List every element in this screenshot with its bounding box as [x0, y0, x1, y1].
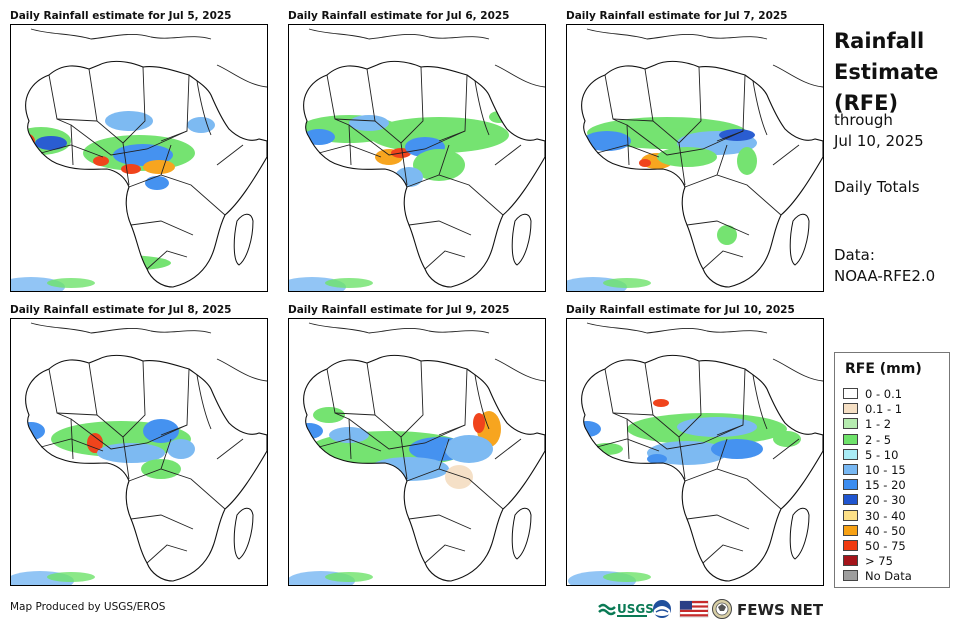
legend-swatch [843, 494, 858, 506]
legend-label: 20 - 30 [865, 493, 906, 508]
legend-label: No Data [865, 569, 912, 584]
data-label: Data: [834, 246, 875, 264]
legend-title: RFE (mm) [845, 361, 922, 377]
legend-label: 30 - 40 [865, 508, 906, 523]
fewsnet-logo: FEWS NET [737, 601, 823, 619]
end-date: Jul 10, 2025 [834, 132, 924, 150]
noaa-logo [653, 600, 671, 618]
legend-label: 5 - 10 [865, 447, 899, 462]
title-line: Estimate [834, 60, 939, 84]
panel-title: Daily Rainfall estimate for Jul 9, 2025 [288, 304, 510, 316]
legend-label: 15 - 20 [865, 478, 906, 493]
panel-title: Daily Rainfall estimate for Jul 6, 2025 [288, 10, 510, 22]
map-credit: Map Produced by USGS/EROS [10, 601, 166, 613]
legend-swatch [843, 509, 858, 521]
rainfall-map [288, 318, 546, 586]
legend-swatch [843, 524, 858, 536]
legend-swatch [843, 464, 858, 475]
legend-swatch [843, 403, 858, 415]
panel-title: Daily Rainfall estimate for Jul 8, 2025 [10, 304, 232, 316]
legend-label: 1 - 2 [865, 417, 892, 432]
product-title: Rainfall Estimate (RFE) [834, 26, 938, 119]
legend-swatch [843, 540, 858, 551]
legend-swatch [843, 479, 858, 491]
rainfall-map [566, 318, 824, 586]
legend-label: 0.1 - 1 [865, 402, 903, 417]
legend-label: 2 - 5 [865, 432, 892, 447]
usgs-logo: USGS [598, 602, 654, 617]
legend-label: 40 - 50 [865, 523, 906, 538]
svg-text:USGS: USGS [617, 602, 654, 616]
data-source: NOAA-RFE2.0 [834, 267, 936, 285]
through-label: through [834, 111, 893, 129]
legend-swatch [843, 433, 858, 445]
legend-swatch [843, 555, 858, 567]
rainfall-map [566, 24, 824, 292]
rainfall-map [10, 24, 268, 292]
us-flag-icon [679, 600, 709, 618]
panel-title: Daily Rainfall estimate for Jul 10, 2025 [566, 304, 795, 316]
legend-swatch [843, 570, 858, 582]
legend-label: > 75 [865, 554, 893, 569]
panel-title: Daily Rainfall estimate for Jul 5, 2025 [10, 10, 232, 22]
panel-title: Daily Rainfall estimate for Jul 7, 2025 [566, 10, 788, 22]
legend-swatch [843, 388, 858, 399]
totals-label: Daily Totals [834, 178, 920, 196]
title-line: (RFE) [834, 91, 899, 115]
legend-label: 50 - 75 [865, 539, 906, 553]
logo-strip: USGS FEWS NET [598, 598, 824, 620]
rainfall-map [288, 24, 546, 292]
state-department-seal-icon [712, 599, 732, 619]
legend-label: 10 - 15 [865, 463, 906, 477]
legend-label: 0 - 0.1 [865, 387, 903, 401]
rainfall-map [10, 318, 268, 586]
legend-swatch [843, 448, 858, 460]
legend-swatch [843, 418, 858, 430]
title-line: Rainfall [834, 29, 925, 53]
